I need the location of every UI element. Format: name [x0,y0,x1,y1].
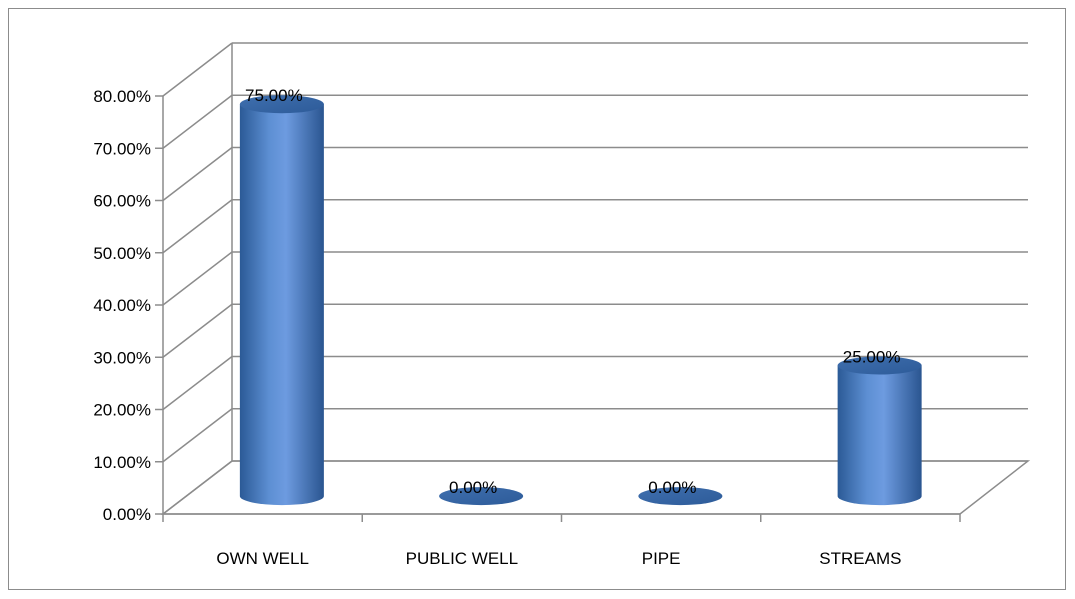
x-category-label: STREAMS [819,549,901,568]
y-tick-label: 50.00% [93,244,151,263]
bar-top [239,95,324,114]
gridline-side [162,199,233,254]
gridline-side [162,146,233,202]
bar-top [837,356,922,375]
y-tick-label: 40.00% [93,296,151,315]
data-label: 75.00% [245,86,303,105]
bar-pipe [638,487,723,506]
gridline-side [162,94,233,149]
y-tick-label: 70.00% [93,139,151,158]
labels: 0.00% 10.00% 20.00% 30.00% 40.00% 50.00% 60.00… [93,86,901,568]
gridline-side [162,408,233,463]
y-tick-label: 20.00% [93,401,151,420]
gridline-side [162,303,233,358]
gridline-side [162,42,233,97]
bar-body [239,104,324,506]
bar-public-well [439,487,524,506]
chart-frame [8,8,1066,590]
data-label: 0.00% [449,478,497,497]
y-tick-label: 60.00% [93,192,151,211]
bar-top [638,487,723,506]
y-tick-label: 10.00% [93,453,151,472]
data-label: 25.00% [843,347,901,366]
axes [155,95,961,522]
y-tick-label: 0.00% [103,505,151,524]
y-tick-label: 80.00% [93,87,151,106]
bar-body [837,365,922,506]
bar-own-well [239,95,324,506]
x-category-label: PUBLIC WELL [406,549,518,568]
x-category-label: PIPE [642,549,681,568]
y-tick-label: 30.00% [93,348,151,367]
bar-top [439,487,524,506]
gridline-side [162,251,233,306]
bar-streams [837,356,922,506]
bars [239,95,922,506]
gridline-side [162,355,233,411]
data-label: 0.00% [648,478,696,497]
x-category-label: OWN WELL [216,549,309,568]
gridline-side [162,460,233,515]
